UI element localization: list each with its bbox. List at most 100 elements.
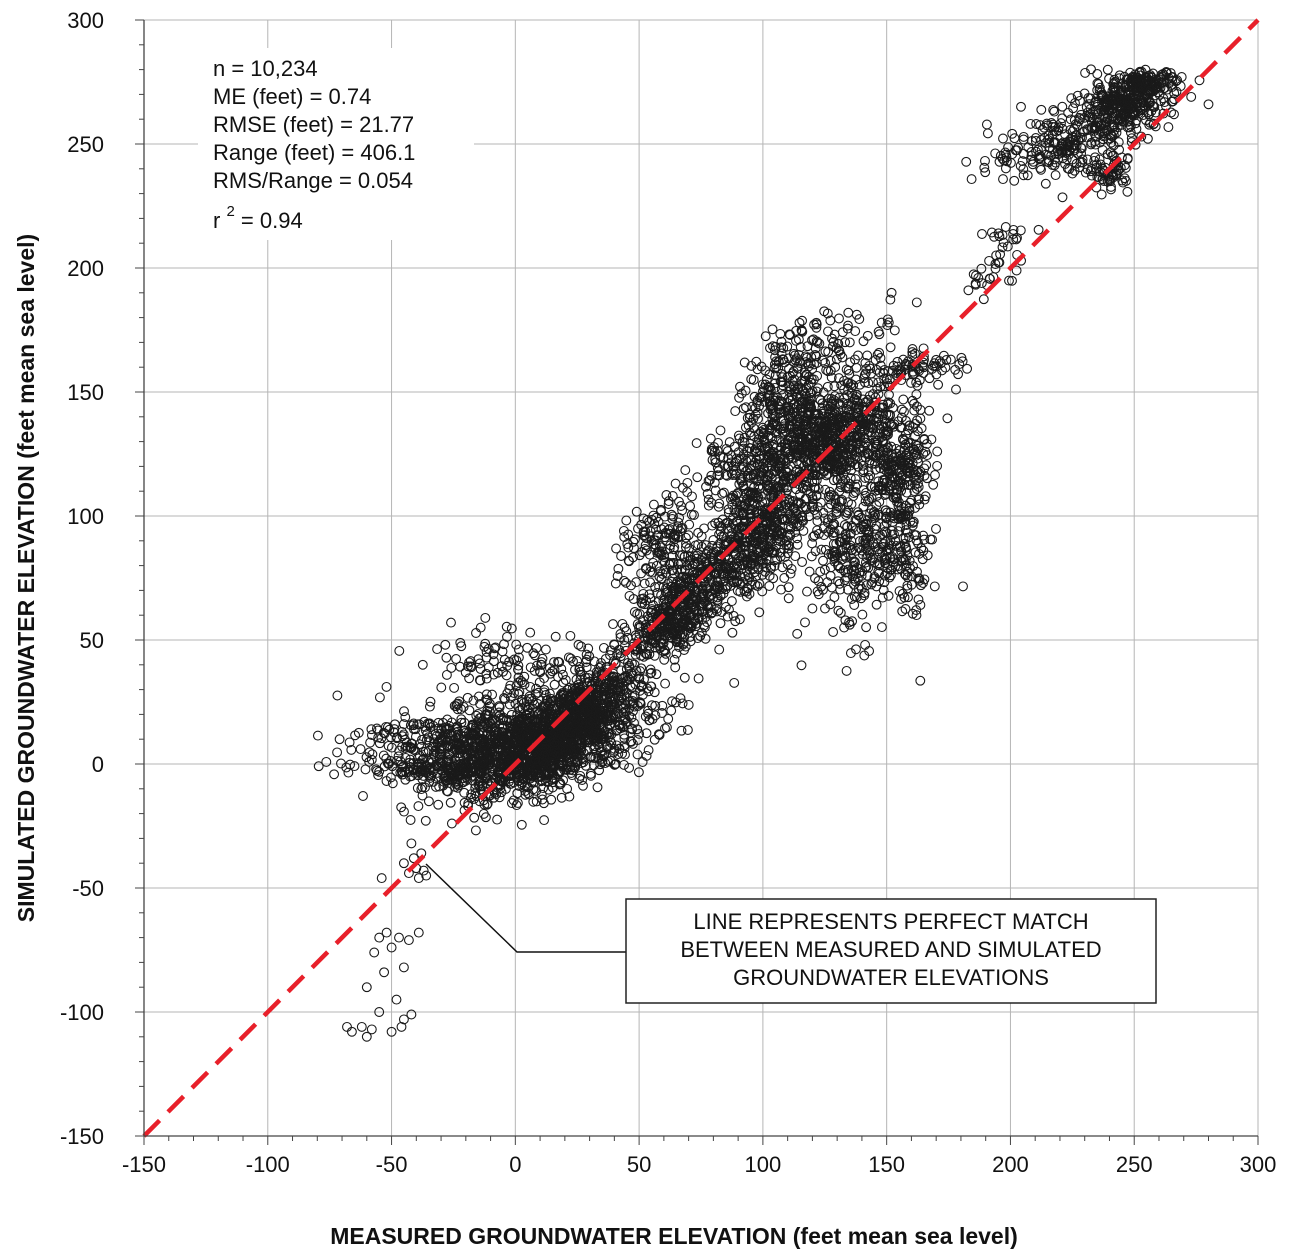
- data-point: [900, 407, 909, 416]
- data-point: [631, 535, 640, 544]
- data-point: [482, 690, 491, 699]
- data-point: [574, 640, 583, 649]
- data-point: [622, 578, 631, 587]
- data-point: [421, 816, 430, 825]
- data-point: [609, 620, 618, 629]
- data-point: [684, 531, 693, 540]
- data-point: [646, 578, 655, 587]
- data-point: [861, 641, 870, 650]
- data-point: [758, 587, 767, 596]
- data-point: [586, 770, 595, 779]
- data-point: [625, 764, 634, 773]
- data-point: [400, 707, 409, 716]
- data-point: [697, 532, 706, 541]
- data-point: [899, 395, 908, 404]
- data-point: [330, 770, 339, 779]
- data-point: [808, 604, 817, 613]
- data-point: [472, 629, 481, 638]
- data-point: [395, 647, 404, 656]
- data-point: [908, 396, 917, 405]
- data-point: [437, 683, 446, 692]
- data-point: [314, 762, 323, 771]
- data-point: [664, 715, 673, 724]
- data-point: [916, 414, 925, 423]
- data-point: [644, 746, 653, 755]
- data-point: [766, 344, 775, 353]
- data-point: [680, 673, 689, 682]
- data-point: [566, 632, 575, 641]
- data-point: [640, 579, 649, 588]
- data-point: [434, 800, 443, 809]
- data-point: [382, 683, 391, 692]
- data-point: [620, 761, 629, 770]
- data-point: [872, 600, 881, 609]
- data-point: [667, 706, 676, 715]
- data-point: [563, 785, 572, 794]
- data-point: [542, 645, 551, 654]
- data-point: [630, 608, 639, 617]
- data-point: [793, 629, 802, 638]
- data-point: [661, 679, 670, 688]
- data-point: [829, 628, 838, 637]
- data-point: [943, 414, 952, 423]
- data-point: [728, 628, 737, 637]
- data-point: [376, 693, 385, 702]
- data-point: [418, 660, 427, 669]
- data-point: [612, 544, 621, 553]
- data-point: [684, 726, 693, 735]
- data-point: [694, 528, 703, 537]
- data-point: [481, 614, 490, 623]
- data-point: [406, 816, 415, 825]
- data-point: [660, 655, 669, 664]
- data-point: [593, 783, 602, 792]
- data-point: [684, 701, 693, 710]
- data-point: [642, 752, 651, 761]
- data-point: [450, 684, 459, 693]
- data-point: [442, 653, 451, 662]
- data-point: [686, 502, 695, 511]
- data-point: [540, 816, 549, 825]
- data-point: [731, 407, 740, 416]
- data-point: [780, 574, 789, 583]
- data-point: [633, 750, 642, 759]
- data-point: [470, 813, 479, 822]
- data-point: [333, 691, 342, 700]
- data-point: [433, 645, 442, 654]
- data-point: [502, 671, 511, 680]
- data-point: [561, 676, 570, 685]
- data-point: [834, 606, 843, 615]
- data-point: [441, 640, 450, 649]
- data-point: [715, 645, 724, 654]
- data-point: [333, 748, 342, 757]
- data-point: [728, 597, 737, 606]
- data-point: [925, 406, 934, 415]
- data-point: [694, 674, 703, 683]
- data-point: [446, 798, 455, 807]
- data-point: [547, 795, 556, 804]
- data-point: [314, 731, 323, 740]
- data-point: [632, 507, 641, 516]
- data-point: [730, 679, 739, 688]
- data-point: [755, 608, 764, 617]
- data-point: [768, 325, 777, 334]
- data-point: [801, 618, 810, 627]
- data-point: [587, 771, 596, 780]
- data-point: [678, 699, 687, 708]
- data-point: [448, 819, 457, 828]
- data-point: [493, 815, 502, 824]
- data-point: [620, 577, 629, 586]
- data-point: [652, 670, 661, 679]
- data-point: [447, 664, 456, 673]
- data-point: [361, 765, 370, 774]
- data-point: [798, 558, 807, 567]
- data-point: [671, 479, 680, 488]
- data-point: [517, 820, 526, 829]
- data-point: [716, 619, 725, 628]
- data-point: [502, 622, 511, 631]
- data-point: [550, 680, 559, 689]
- data-point: [375, 739, 384, 748]
- data-point: [356, 745, 365, 754]
- data-point: [472, 826, 481, 835]
